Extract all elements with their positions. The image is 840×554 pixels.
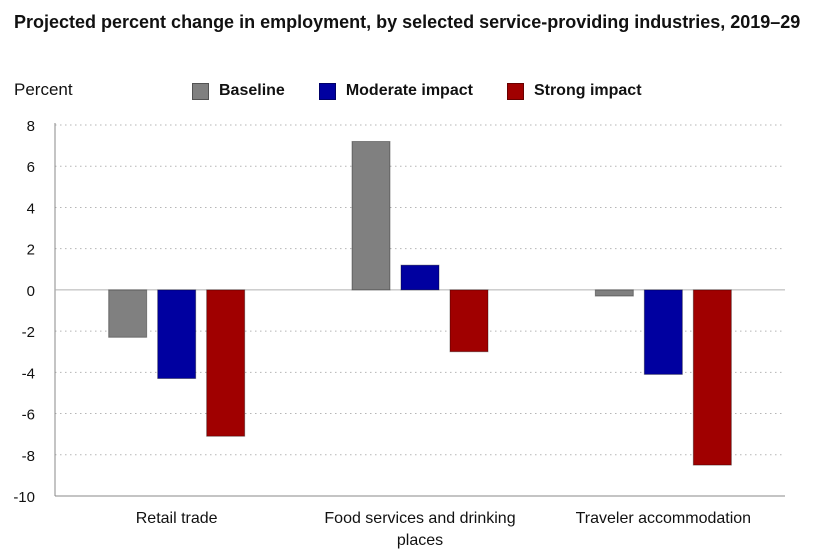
- legend-swatch-moderate-impact: [318, 82, 336, 100]
- y-tick-label: -8: [22, 448, 35, 465]
- y-tick-label: 4: [27, 200, 35, 217]
- legend-label-strong-impact: Strong impact: [533, 82, 642, 99]
- bar-moderate-impact: [400, 264, 440, 291]
- x-category-label: Retail trade: [136, 510, 218, 527]
- y-tick-label: -4: [22, 365, 35, 382]
- x-category-label: Traveler accommodation: [576, 510, 751, 527]
- chart-title: Projected percent change in employment, …: [14, 12, 801, 32]
- bar-baseline: [594, 289, 634, 297]
- legend-label-baseline: Baseline: [219, 82, 285, 99]
- y-tick-label: 8: [27, 118, 35, 135]
- bar-baseline: [108, 289, 148, 338]
- y-tick-label: 2: [27, 242, 35, 259]
- y-tick-label: -6: [22, 407, 35, 424]
- legend-swatch-strong-impact: [506, 82, 524, 100]
- legend-item-moderate-impact: Moderate impact: [318, 82, 473, 100]
- y-tick-label: -10: [13, 489, 35, 506]
- bar-strong-impact: [449, 289, 489, 353]
- legend: Baseline Moderate impact Strong impact: [192, 82, 676, 100]
- bar-moderate-impact: [643, 289, 683, 375]
- y-tick-label: 6: [27, 159, 35, 176]
- legend-swatch-baseline: [192, 82, 209, 100]
- legend-item-baseline: Baseline: [192, 82, 285, 100]
- bar-moderate-impact: [157, 289, 197, 380]
- y-axis-label: Percent: [14, 80, 73, 99]
- legend-item-strong-impact: Strong impact: [506, 82, 642, 100]
- y-tick-label: 0: [27, 283, 35, 300]
- bar-baseline: [351, 140, 391, 291]
- bar-strong-impact: [206, 289, 246, 437]
- y-tick-label: -2: [22, 324, 35, 341]
- bar-strong-impact: [692, 289, 732, 466]
- x-category-label: Food services and drinking places: [324, 510, 515, 549]
- legend-label-moderate-impact: Moderate impact: [345, 82, 473, 99]
